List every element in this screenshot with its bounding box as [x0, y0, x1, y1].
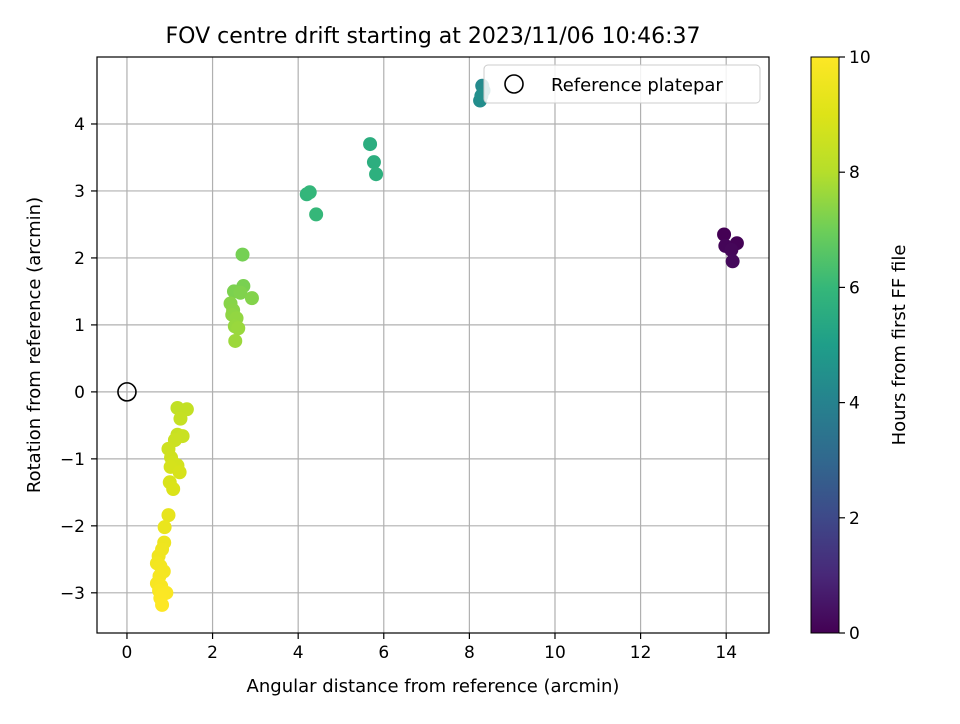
data-point: [228, 333, 243, 348]
data-point: [155, 597, 170, 612]
data-point: [173, 411, 188, 426]
legend-entry-label: Reference platepar: [551, 75, 723, 96]
data-point: [717, 227, 732, 242]
plot-frame: [96, 56, 770, 634]
x-axis-label: Angular distance from reference (arcmin): [247, 676, 620, 697]
data-point: [369, 167, 384, 182]
x-tick-label: 0: [122, 643, 133, 663]
data-point: [235, 247, 250, 262]
data-point: [233, 285, 248, 300]
colorbar: 0 2 4 6 8 10 Hours from first FF file: [810, 48, 910, 644]
x-tick-label: 6: [378, 643, 389, 663]
data-point: [724, 242, 739, 257]
colorbar-tick-label: 0: [849, 624, 860, 644]
data-point: [244, 291, 259, 306]
grid: [97, 57, 769, 633]
colorbar-tick-label: 4: [849, 394, 860, 414]
colorbar-tick-label: 6: [849, 278, 860, 298]
y-tick-label: 1: [74, 316, 85, 336]
data-point: [157, 520, 172, 535]
y-axis-ticks: −3 −2 −1 0 1 2 3 4: [60, 115, 97, 604]
x-tick-label: 4: [293, 643, 304, 663]
data-point: [309, 207, 324, 222]
colorbar-tick-label: 8: [849, 163, 860, 183]
x-tick-label: 12: [630, 643, 652, 663]
data-point: [231, 321, 246, 336]
x-tick-label: 10: [544, 643, 566, 663]
x-tick-label: 2: [207, 643, 218, 663]
x-tick-label: 8: [464, 643, 475, 663]
x-tick-label: 14: [715, 643, 737, 663]
chart-title: FOV centre drift starting at 2023/11/06 …: [166, 24, 701, 49]
legend-box: [483, 64, 761, 104]
y-tick-label: −2: [60, 517, 85, 537]
y-axis-label: Rotation from reference (arcmin): [24, 197, 45, 493]
data-point: [363, 137, 378, 152]
data-point: [166, 482, 181, 496]
legend-marker-icon: [504, 74, 524, 94]
y-tick-label: 4: [74, 115, 85, 135]
x-axis-ticks: 0 2 4 6 8 10 12 14: [122, 633, 737, 663]
y-tick-label: 2: [74, 249, 85, 269]
y-tick-label: 0: [74, 383, 85, 403]
legend: Reference platepar: [483, 64, 761, 104]
colorbar-tick-label: 2: [849, 509, 860, 529]
y-tick-label: −3: [60, 584, 85, 604]
colorbar-gradient: [810, 56, 840, 634]
data-point: [302, 185, 317, 200]
data-point: [161, 508, 176, 523]
data-point: [725, 254, 740, 269]
reference-marker: [117, 382, 137, 402]
data-points: [149, 78, 744, 612]
data-point: [366, 155, 381, 170]
colorbar-label: Hours from first FF file: [889, 245, 910, 446]
colorbar-ticks: 0 2 4 6 8 10: [839, 48, 871, 644]
y-tick-label: 3: [74, 182, 85, 202]
y-tick-label: −1: [60, 450, 85, 470]
colorbar-tick-label: 10: [849, 48, 871, 68]
data-point: [172, 465, 187, 480]
